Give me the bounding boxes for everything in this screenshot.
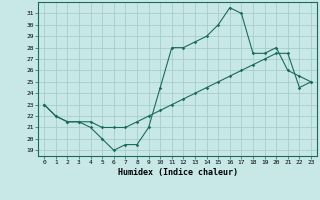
X-axis label: Humidex (Indice chaleur): Humidex (Indice chaleur) — [118, 168, 238, 177]
